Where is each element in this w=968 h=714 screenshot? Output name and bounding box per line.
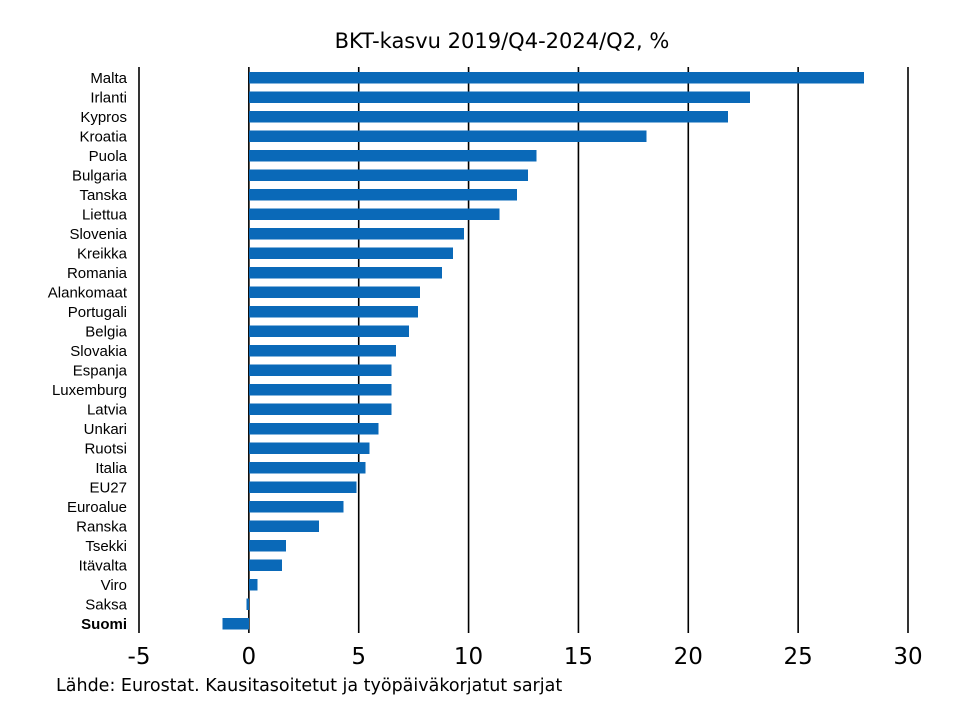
bar bbox=[248, 540, 287, 552]
category-label: Bulgaria bbox=[72, 167, 128, 184]
category-label: Slovenia bbox=[69, 226, 127, 243]
bar bbox=[248, 579, 258, 591]
bar bbox=[248, 72, 865, 84]
x-tick-labels: -5 0 5 10 15 20 25 30 bbox=[128, 644, 923, 670]
bars bbox=[222, 72, 865, 630]
category-label: EU27 bbox=[89, 479, 127, 496]
bar bbox=[248, 247, 454, 259]
category-label: Belgia bbox=[85, 323, 127, 340]
category-label: Liettua bbox=[82, 206, 128, 223]
category-label: Tanska bbox=[79, 187, 127, 204]
bar bbox=[248, 384, 392, 396]
bar bbox=[248, 228, 465, 240]
bar bbox=[248, 481, 357, 493]
category-label: Portugali bbox=[68, 304, 127, 321]
category-label: Luxemburg bbox=[52, 382, 127, 399]
category-label: Ruotsi bbox=[84, 440, 127, 457]
category-label: Italia bbox=[95, 460, 127, 477]
category-label: Itävalta bbox=[79, 557, 128, 574]
category-label: Puola bbox=[89, 148, 128, 165]
bar bbox=[248, 462, 366, 474]
bar bbox=[248, 520, 320, 532]
category-label: Romania bbox=[67, 265, 128, 282]
category-label: Kypros bbox=[80, 109, 127, 126]
category-label: Alankomaat bbox=[48, 284, 128, 301]
bar bbox=[248, 559, 282, 571]
bar bbox=[248, 267, 443, 279]
category-label: Euroalue bbox=[67, 499, 127, 516]
bar bbox=[248, 91, 750, 103]
bar bbox=[248, 325, 410, 337]
bar bbox=[248, 423, 379, 435]
category-label: Latvia bbox=[87, 401, 128, 418]
bar bbox=[248, 286, 421, 298]
x-tick-label: 20 bbox=[674, 644, 703, 670]
x-tick-label: 25 bbox=[784, 644, 813, 670]
bar bbox=[248, 208, 500, 220]
bar bbox=[248, 306, 419, 318]
x-tick-label: 15 bbox=[564, 644, 593, 670]
category-label: Suomi bbox=[81, 616, 127, 633]
category-label: Ranska bbox=[76, 518, 128, 535]
category-label: Malta bbox=[90, 70, 127, 87]
x-tick-label: 10 bbox=[454, 644, 483, 670]
bar bbox=[222, 618, 249, 630]
bar bbox=[248, 189, 517, 201]
x-tick-label: 30 bbox=[893, 644, 922, 670]
category-label: Kreikka bbox=[77, 245, 128, 262]
bar bbox=[248, 364, 392, 376]
category-label: Viro bbox=[101, 577, 127, 594]
bar bbox=[246, 598, 249, 610]
bar bbox=[248, 130, 647, 142]
x-tick-label: 0 bbox=[242, 644, 257, 670]
bar bbox=[248, 111, 728, 123]
x-tick-label: 5 bbox=[351, 644, 366, 670]
category-label: Slovakia bbox=[70, 343, 127, 360]
bar bbox=[248, 442, 370, 454]
x-tick-label: -5 bbox=[128, 644, 151, 670]
category-label: Tsekki bbox=[85, 538, 127, 555]
category-labels: Malta Irlanti Kypros Kroatia Puola Bulgaria Ta… bbox=[48, 70, 128, 633]
source-note: Lähde: Eurostat. Kausitasoitetut ja työp… bbox=[56, 676, 563, 696]
bar bbox=[248, 150, 537, 162]
category-label: Unkari bbox=[84, 421, 127, 438]
category-label: Kroatia bbox=[79, 128, 127, 145]
category-label: Espanja bbox=[73, 362, 128, 379]
chart-title: BKT-kasvu 2019/Q4-2024/Q2, % bbox=[335, 29, 670, 53]
bar bbox=[248, 501, 344, 513]
category-label: Saksa bbox=[85, 596, 127, 613]
bar bbox=[248, 169, 528, 181]
bar bbox=[248, 345, 397, 357]
bar bbox=[248, 403, 392, 415]
category-label: Irlanti bbox=[90, 89, 127, 106]
